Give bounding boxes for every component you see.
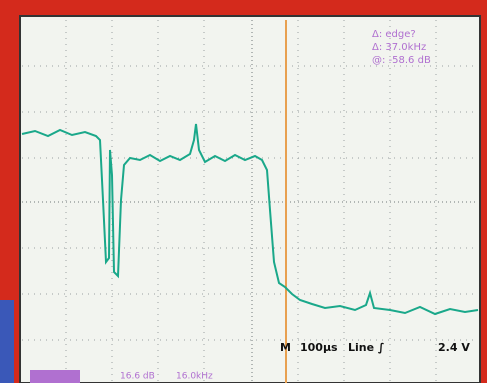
footer-badge	[30, 370, 80, 383]
scope-photo: Δ: edge? Δ: 37.0kHz @: -58.6 dB M 100µs …	[0, 0, 487, 383]
readout: @: -58.6 dB	[372, 55, 431, 66]
readout: Δ: 37.0kHz	[372, 42, 426, 53]
status-marker: M	[280, 341, 291, 354]
status-trigger: Line ∫	[348, 341, 385, 354]
status-timebase: 100µs	[300, 341, 338, 354]
bezel-edge	[0, 300, 14, 383]
footer-text: 16.0kHz	[176, 372, 213, 382]
screen	[20, 16, 480, 383]
status-level: 2.4 V	[438, 341, 470, 354]
page: {"readouts": {"line1": "Δ: edge?", "line…	[0, 0, 487, 383]
footer-text: 16.6 dB	[120, 372, 155, 382]
readout: Δ: edge?	[372, 29, 416, 40]
